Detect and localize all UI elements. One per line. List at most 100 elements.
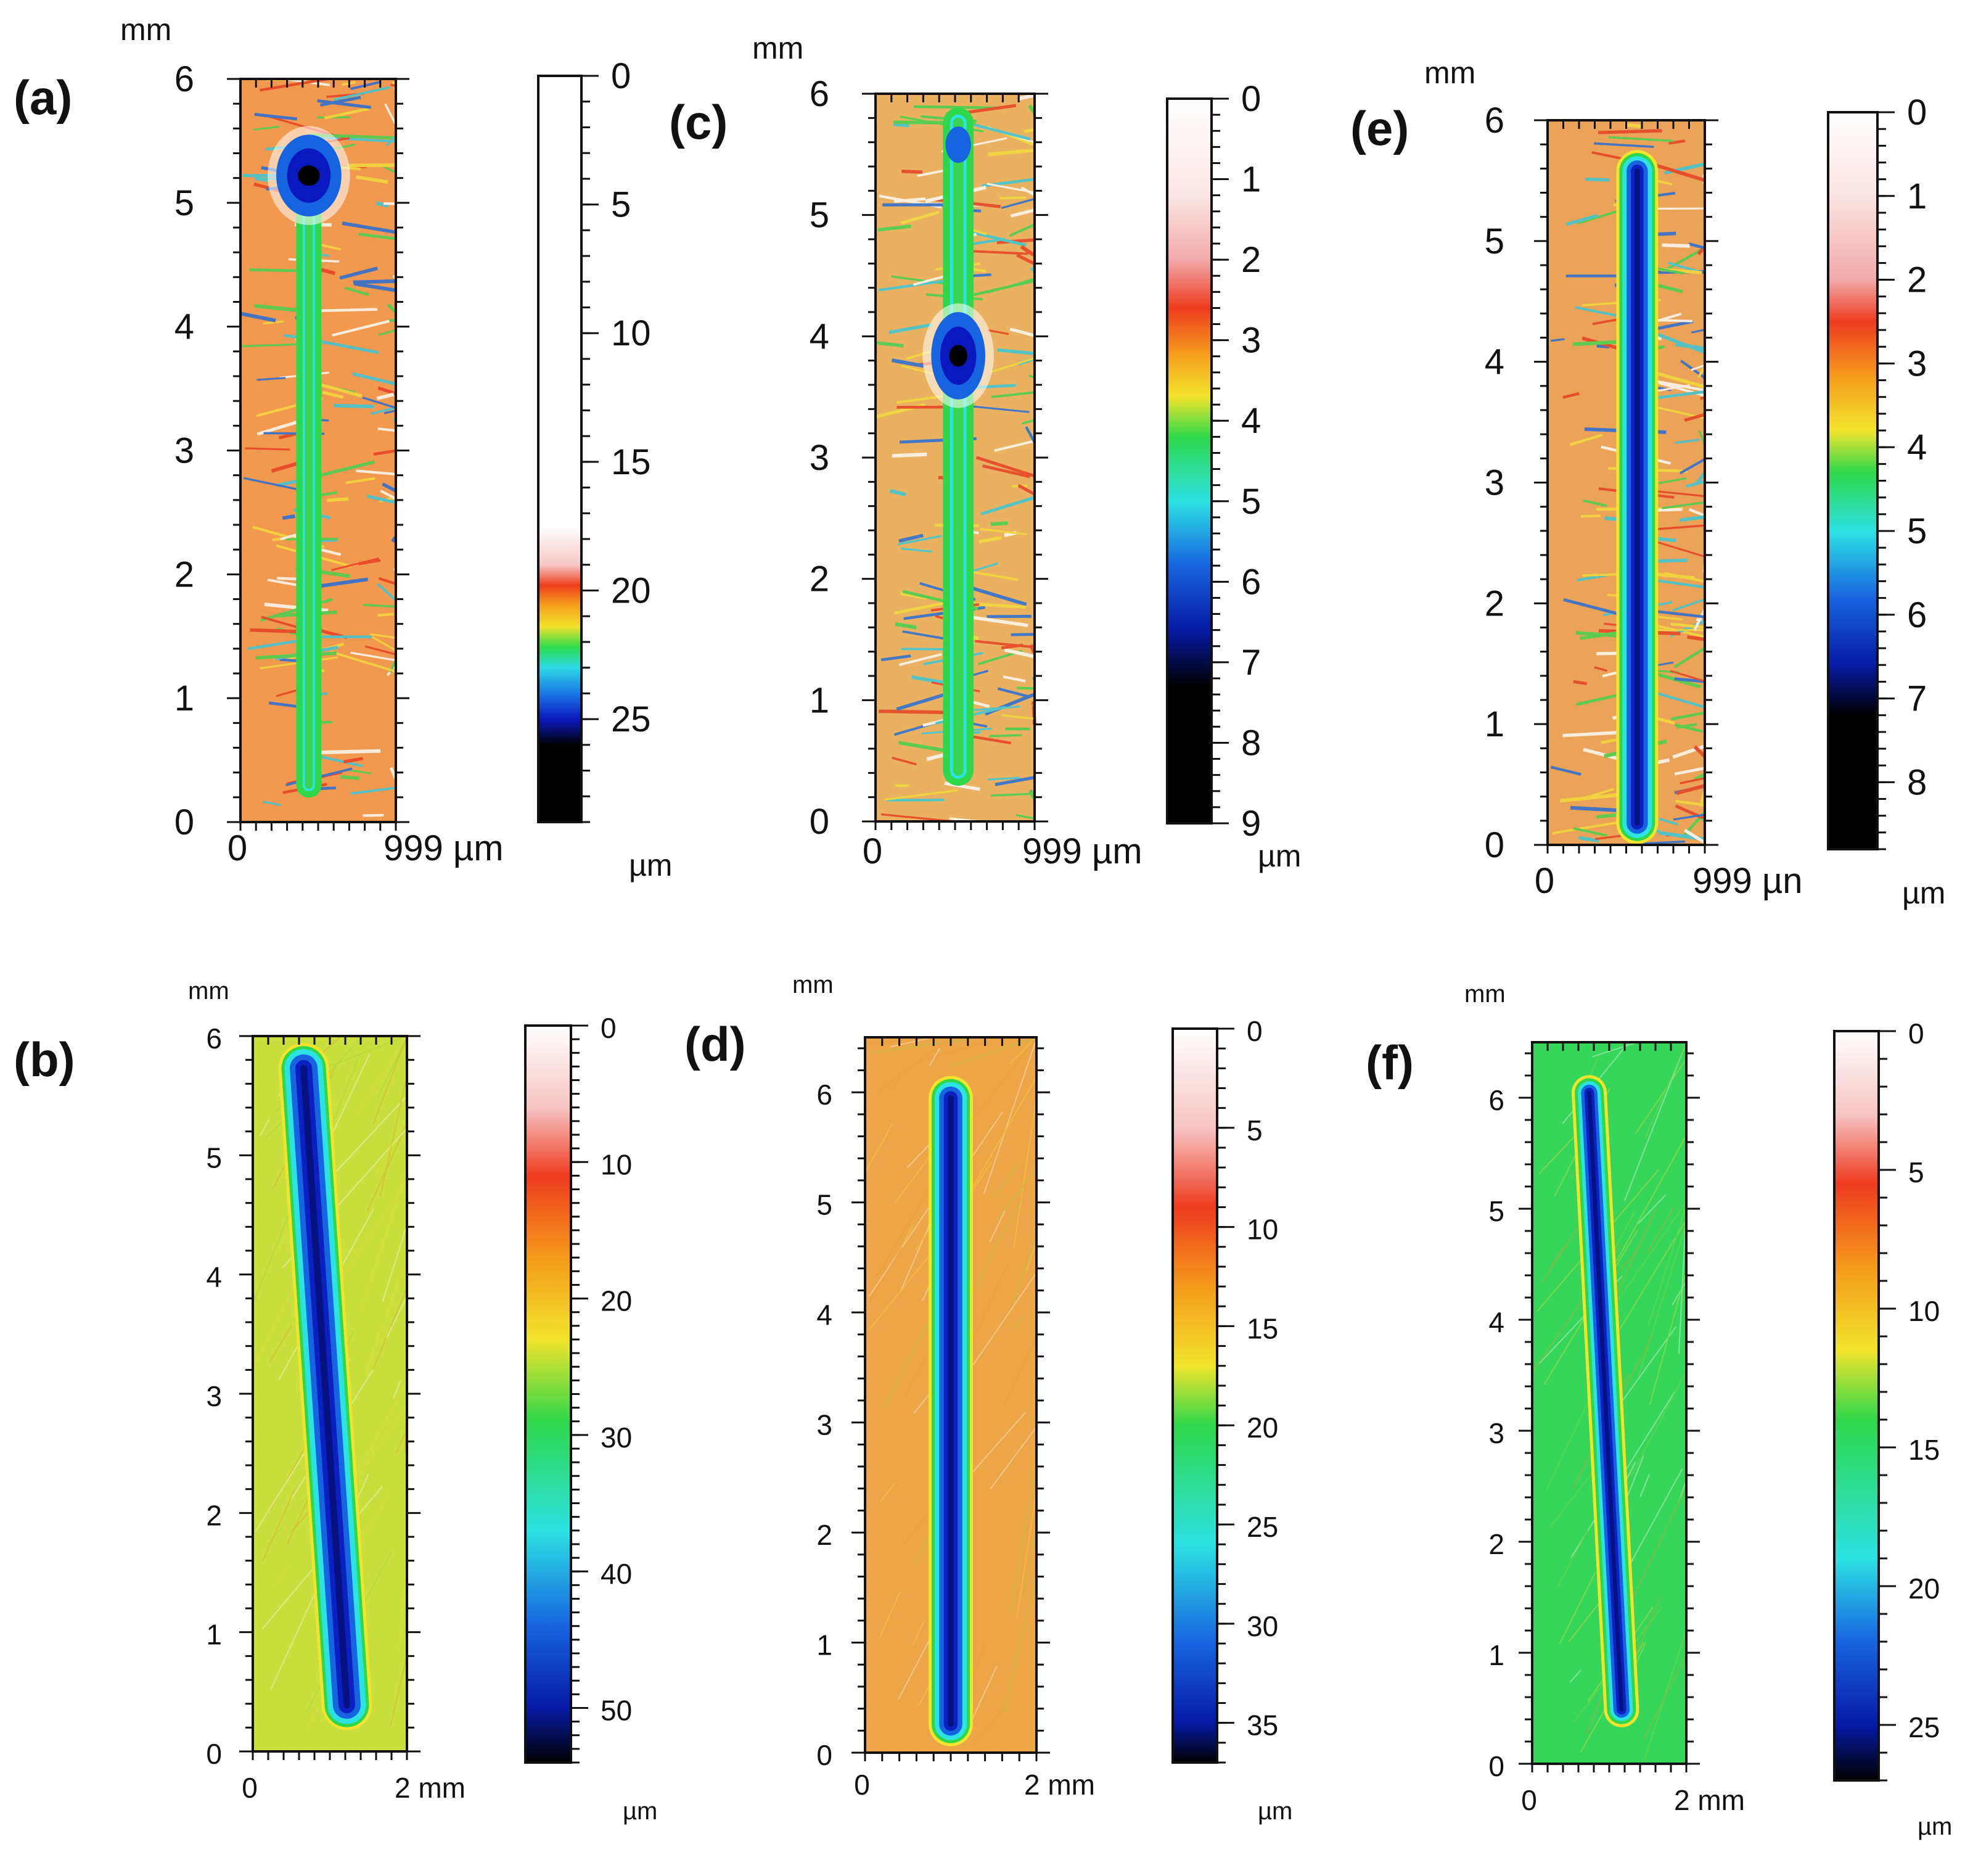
colorbar-tick-label: 0	[1247, 1015, 1263, 1047]
colorbar-tick-label: 25	[1247, 1511, 1278, 1543]
colorbar: 0 5 10 15 20 25 30 35 µm	[1171, 1015, 1292, 1825]
colorbar-tick-label: 3	[1241, 321, 1261, 361]
y-tick-label: 3	[816, 1409, 832, 1441]
colorbar-tick-label: 40	[601, 1558, 632, 1590]
colorbar-tick-label: 5	[1241, 482, 1261, 522]
colorbar: 0 10 20 30 40 50 µm	[524, 1012, 657, 1825]
y-tick-label: 5	[174, 183, 194, 223]
y-axis-unit: mm	[188, 977, 229, 1005]
panel-f: (f) 0 1 2 3 4 5 6 mm 0 2 mm 0 5 10 15 20 25 µm	[1366, 981, 1952, 1840]
colorbar-tick-label: 2	[1907, 260, 1927, 300]
colorbar-tick-label: 0	[611, 56, 631, 96]
colorbar: 0 1 2 3 4 5 6 7 8 9µm	[1166, 79, 1301, 873]
colorbar-tick-label: 20	[1247, 1412, 1278, 1444]
y-axis-unit: mm	[792, 971, 834, 998]
y-tick-label: 0	[174, 802, 194, 842]
wear-pit	[922, 303, 995, 408]
colorbar-tick-label: 7	[1907, 679, 1927, 719]
y-tick-label: 6	[816, 1079, 832, 1111]
colorbar-tick-label: 1	[1907, 176, 1927, 216]
y-tick-label: 5	[1485, 221, 1504, 261]
colorbar-tick-label: 8	[1907, 762, 1927, 802]
colorbar-tick-label: 15	[611, 442, 651, 482]
y-tick-label: 2	[206, 1499, 222, 1531]
y-tick-label: 4	[810, 316, 829, 356]
colorbar-tick-label: 5	[1908, 1156, 1924, 1188]
colorbar-unit: µm	[1258, 839, 1301, 873]
colorbar-tick-label: 0	[1241, 79, 1261, 119]
colorbar-tick-label: 50	[601, 1694, 632, 1726]
colorbar-gradient	[538, 76, 581, 822]
colorbar-gradient	[1828, 112, 1877, 849]
colorbar: 0 5 10 15 20 25 µm	[1833, 1018, 1952, 1840]
colorbar-tick-label: 10	[1908, 1295, 1940, 1327]
colorbar-tick-label: 15	[1908, 1434, 1940, 1466]
colorbar-tick-label: 8	[1241, 723, 1261, 763]
colorbar-tick-label: 10	[601, 1148, 632, 1180]
colorbar-tick-label: 10	[1247, 1214, 1278, 1246]
y-tick-label: 3	[206, 1380, 222, 1412]
panel-label: (b)	[14, 1032, 75, 1087]
colorbar-tick-label: 2	[1241, 240, 1261, 280]
colorbar-tick-label: 3	[1907, 344, 1927, 384]
x-tick-label: 0	[1521, 1784, 1537, 1816]
colorbar-gradient	[525, 1026, 571, 1763]
colorbar-tick-label: 9	[1241, 804, 1261, 844]
colorbar-tick-label: 5	[1907, 511, 1927, 551]
axis-ticks	[1534, 119, 1718, 854]
colorbar-unit: µm	[1258, 1798, 1292, 1825]
y-tick-label: 2	[174, 554, 194, 594]
y-tick-label: 6	[206, 1022, 222, 1055]
panel-b: (b) 0 1 2 3 4 5 6 mm 0 2 mm 0 10 20 30 40 50 µm	[14, 977, 657, 1825]
y-tick-label: 3	[1485, 463, 1504, 503]
colorbar: 0 1 2 3 4 5 6 7 8 µm	[1827, 93, 1945, 910]
y-tick-label: 0	[816, 1739, 832, 1771]
colorbar: 0 5 10 15 20 25 µm	[537, 56, 672, 882]
y-tick-label: 6	[1485, 101, 1504, 141]
y-axis-unit: mm	[1424, 56, 1475, 90]
x-tick-label: 0	[228, 828, 247, 868]
y-tick-label: 5	[1488, 1195, 1504, 1227]
colorbar-tick-label: 30	[1247, 1610, 1278, 1642]
y-tick-label: 0	[1485, 825, 1504, 865]
y-tick-label: 6	[1488, 1084, 1504, 1116]
panel-label: (e)	[1350, 101, 1409, 155]
y-tick-label: 6	[174, 59, 194, 99]
panel-e: (e) 0 1 2 3 4 5 6 mm 0 999 µn 0 1 2 3 4 5 6 7 8 µm	[1350, 56, 1945, 910]
colorbar-tick-label: 6	[1241, 562, 1261, 602]
panel-a: (a) 0 1 2 3 4 5 6mm 0 999 µm 0 5 10 15 20 25 µm	[14, 12, 672, 882]
x-tick-label: 999 µn	[1692, 861, 1803, 901]
x-tick-label: 999 µm	[1022, 831, 1142, 871]
y-tick-label: 3	[1488, 1417, 1504, 1449]
axis-ticks	[227, 78, 409, 831]
colorbar-tick-label: 4	[1907, 427, 1927, 467]
y-tick-label: 3	[174, 431, 194, 471]
axis-ticks	[239, 1035, 420, 1760]
panel-d: (d) 0 1 2 3 4 5 6 mm 0 2 mm 0 5 10 15 20 25 30 35 µm	[684, 971, 1292, 1825]
y-tick-label: 2	[1488, 1528, 1504, 1560]
colorbar-gradient	[1834, 1031, 1879, 1780]
y-axis-unit: mm	[752, 31, 803, 65]
y-tick-label: 2	[1485, 583, 1504, 623]
colorbar-tick-label: 5	[1247, 1114, 1263, 1146]
y-tick-label: 1	[174, 678, 194, 718]
wear-track	[278, 1043, 372, 1730]
panel-label: (c)	[669, 95, 728, 149]
colorbar-tick-label: 6	[1907, 595, 1927, 635]
y-tick-label: 1	[1488, 1639, 1504, 1671]
y-tick-label: 2	[816, 1519, 832, 1551]
y-tick-label: 2	[810, 559, 829, 599]
colorbar-tick-label: 7	[1241, 643, 1261, 683]
panel-label: (f)	[1366, 1035, 1414, 1090]
colorbar-tick-label: 10	[611, 313, 651, 353]
y-tick-label: 4	[206, 1261, 222, 1293]
colorbar-tick-label: 20	[601, 1285, 632, 1317]
colorbar-unit: µm	[629, 848, 672, 882]
colorbar-tick-label: 15	[1247, 1312, 1278, 1344]
y-tick-label: 0	[810, 802, 829, 842]
axis-ticks	[851, 1037, 1050, 1761]
colorbar-tick-label: 35	[1247, 1709, 1278, 1742]
panel-label: (d)	[684, 1017, 746, 1071]
